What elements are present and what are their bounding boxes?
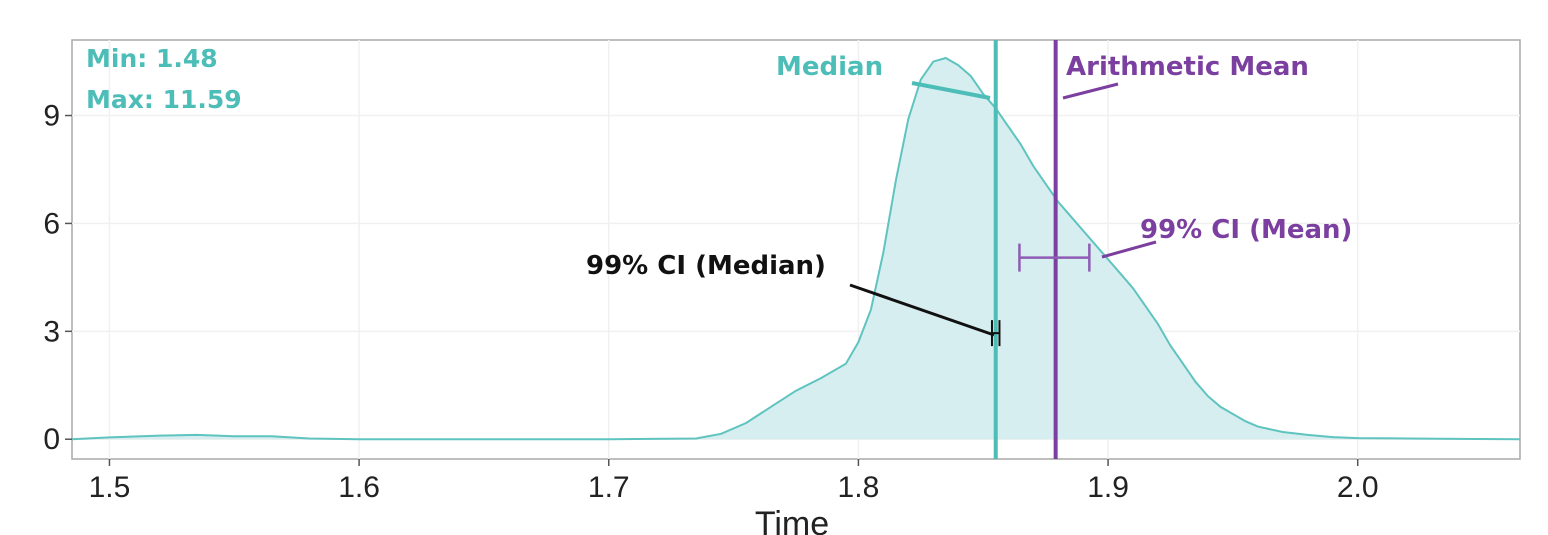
- reference-lines: [993, 40, 1058, 459]
- x-tick-label: 2.0: [1337, 471, 1379, 504]
- x-tick-label: 1.9: [1087, 471, 1129, 504]
- ci-median-leader-line: [849, 283, 995, 337]
- y-tick-label: 3: [43, 315, 60, 348]
- ci-mean-leader-line: [1101, 240, 1157, 259]
- mean-label: Arithmetic Mean: [1066, 52, 1309, 82]
- y-tick-label: 9: [43, 100, 60, 133]
- gridlines: [72, 40, 1520, 459]
- plot-background: [71, 39, 1521, 460]
- ci-median-label: 99% CI (Median): [586, 251, 826, 281]
- x-tick-label: 1.6: [338, 471, 380, 504]
- x-tick-label: 1.7: [588, 471, 630, 504]
- ci-mean-label: 99% CI (Mean): [1140, 215, 1352, 245]
- min-label: Min: 1.48: [86, 44, 218, 73]
- median-label: Median: [776, 52, 883, 82]
- x-tick-label: 1.8: [838, 471, 880, 504]
- x-tick-label: 1.5: [89, 471, 131, 504]
- max-label: Max: 11.59: [86, 85, 242, 114]
- y-tick-label: 6: [43, 207, 60, 240]
- density-fill: [72, 58, 1520, 440]
- x-axis-title: Time: [755, 505, 829, 535]
- y-tick-label: 0: [43, 423, 60, 456]
- median-leader-line: [911, 81, 991, 100]
- confidence-intervals: [990, 243, 1091, 347]
- axes: 1.5 1.6 1.7 1.8 1.9 2.0 0 3 6 9: [43, 100, 1378, 504]
- mean-leader-line: [1062, 82, 1119, 100]
